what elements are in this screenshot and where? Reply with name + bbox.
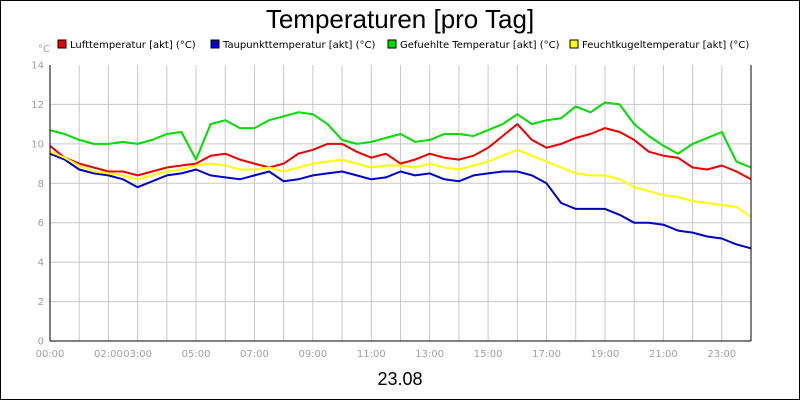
x-axis-ticks: 00:00 02:00 03:00 05:00 07:00 09:00 11:00 13:00… [36, 349, 737, 360]
legend: Lufttemperatur [akt] (°C) Taupunkttempera… [57, 39, 749, 51]
x-tick-label: 17:00 [532, 349, 561, 360]
series-line-3 [49, 148, 752, 218]
x-axis-date-label: 23.08 [377, 369, 422, 389]
x-tick-label: 02:00 [94, 349, 123, 360]
x-tick-label: 19:00 [591, 349, 620, 360]
y-tick-label: 14 [31, 61, 44, 72]
x-tick-label: 07:00 [240, 349, 269, 360]
x-tick-label: 21:00 [649, 349, 678, 360]
y-tick-label: 6 [38, 218, 44, 229]
x-tick-label: 11:00 [357, 349, 386, 360]
axes [49, 65, 752, 342]
legend-label: Feuchtkugeltemperatur [akt] (°C) [582, 40, 749, 51]
x-tick-label: 03:00 [123, 349, 152, 360]
y-tick-label: 2 [38, 297, 44, 308]
y-tick-label: 12 [31, 100, 44, 111]
legend-label: Lufttemperatur [akt] (°C) [70, 40, 196, 51]
legend-label: Taupunkttemperatur [akt] (°C) [222, 40, 375, 51]
x-tick-label: 09:00 [298, 349, 327, 360]
x-tick-label: 05:00 [182, 349, 211, 360]
legend-item-0: Lufttemperatur [akt] (°C) [57, 39, 196, 51]
legend-item-3: Feuchtkugeltemperatur [akt] (°C) [569, 39, 749, 51]
legend-label: Gefuehlte Temperatur [akt] (°C) [400, 40, 560, 51]
y-tick-label: 4 [38, 258, 44, 269]
y-axis-unit: °C [38, 44, 50, 55]
y-tick-label: 0 [38, 337, 44, 348]
x-tick-label: 13:00 [415, 349, 444, 360]
series-line-0 [49, 123, 752, 181]
legend-item-2: Gefuehlte Temperatur [akt] (°C) [387, 39, 560, 51]
legend-item-1: Taupunkttemperatur [akt] (°C) [210, 39, 375, 51]
series-lines [49, 101, 752, 250]
series-line-1 [49, 152, 752, 250]
legend-swatch [57, 39, 67, 49]
legend-swatch [569, 39, 579, 49]
legend-swatch [387, 39, 397, 49]
y-tick-label: 10 [31, 139, 44, 150]
legend-swatch [210, 39, 220, 49]
x-tick-label: 23:00 [707, 349, 736, 360]
y-axis-ticks: 0 2 4 6 8 10 12 14 [31, 61, 44, 348]
y-tick-label: 8 [38, 179, 44, 190]
series-line-2 [49, 101, 752, 169]
grid [50, 65, 751, 341]
chart-title: Temperaturen [pro Tag] [266, 4, 534, 34]
x-tick-label: 00:00 [36, 349, 65, 360]
x-tick-label: 15:00 [474, 349, 503, 360]
